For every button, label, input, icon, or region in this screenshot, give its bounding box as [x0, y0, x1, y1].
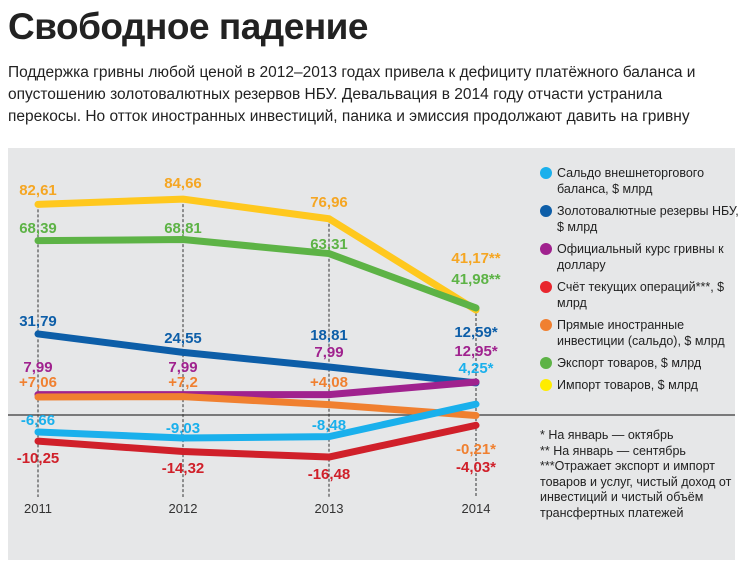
legend-label: Импорт товаров, $ млрд: [557, 378, 698, 392]
legend-item: Импорт товаров, $ млрд: [540, 377, 740, 393]
legend-item: Прямые иностранные инвестиции (сальдо), …: [540, 317, 740, 349]
series-line: [34, 330, 480, 387]
data-label: 7,99: [168, 359, 197, 376]
legend-dot-icon: [540, 167, 552, 179]
data-label: -0,21*: [456, 441, 496, 458]
series-line: [34, 378, 480, 399]
legend-dot-icon: [540, 281, 552, 293]
legend-item: Счёт текущих операций***, $ млрд: [540, 279, 740, 311]
x-tick-label: 2014: [462, 501, 491, 516]
legend-label: Счёт текущих операций***, $ млрд: [557, 280, 725, 310]
data-label: -4,03*: [456, 459, 496, 476]
legend-dot-icon: [540, 319, 552, 331]
series-line: [34, 421, 480, 461]
footnote: * На январь — октябрь: [540, 428, 674, 442]
series-line: [34, 195, 480, 314]
footnote: ** На январь — сентябрь: [540, 443, 686, 458]
series-line: [34, 393, 480, 420]
legend-label: Экспорт товаров, $ млрд: [557, 356, 702, 370]
legend: Сальдо внешнеторгового баланса, $ млрд Зо…: [540, 165, 740, 399]
footnote: ***Отражает экспорт и импорт товаров и у…: [540, 459, 732, 520]
series-line: [34, 236, 480, 312]
data-label: 82,61: [19, 182, 57, 199]
data-label: 41,98**: [451, 271, 500, 288]
legend-dot-icon: [540, 205, 552, 217]
data-label: 24,55: [164, 330, 202, 347]
chart-panel: [8, 148, 735, 560]
legend-label: Золотовалютные резервы НБУ, $ млрд: [557, 204, 739, 234]
legend-item: Экспорт товаров, $ млрд: [540, 355, 740, 371]
legend-item: Золотовалютные резервы НБУ, $ млрд: [540, 203, 740, 235]
x-tick-label: 2013: [315, 501, 344, 516]
subtitle: Поддержка гривны любой ценой в 2012–2013…: [8, 64, 696, 125]
x-tick-label: 2012: [169, 501, 198, 516]
data-label: -8,48: [312, 417, 346, 434]
data-label: 84,66: [164, 175, 202, 192]
data-label: 7,99: [314, 344, 343, 361]
data-label: -16,48: [308, 466, 351, 483]
data-label: +4,08: [310, 374, 348, 391]
legend-label: Прямые иностранные инвестиции (сальдо), …: [557, 318, 725, 348]
data-label: -14,32: [162, 460, 205, 477]
legend-dot-icon: [540, 357, 552, 369]
page-title: Свободное падение: [8, 6, 369, 47]
data-label: 18,81: [310, 327, 348, 344]
data-label: 7,99: [23, 359, 52, 376]
legend-label: Официальный курс гривны к доллару: [557, 242, 724, 272]
legend-item: Официальный курс гривны к доллару: [540, 241, 740, 273]
data-label: 12,59*: [454, 324, 498, 341]
data-label: 31,79: [19, 313, 57, 330]
data-label: 68,81: [164, 220, 202, 237]
x-tick-label: 2011: [24, 501, 52, 516]
footnotes: * На январь — октябрь ** На январь — сент…: [540, 428, 735, 521]
data-label: 41,17**: [451, 250, 500, 267]
legend-dot-icon: [540, 243, 552, 255]
legend-item: Сальдо внешнеторгового баланса, $ млрд: [540, 165, 740, 197]
data-label: -10,25: [17, 450, 60, 467]
data-label: 63,31: [310, 236, 348, 253]
data-label: -9,03: [166, 420, 200, 437]
data-label: 68,39: [19, 220, 57, 237]
legend-dot-icon: [540, 379, 552, 391]
data-label: +7,2: [168, 374, 198, 391]
data-label: +7,06: [19, 374, 57, 391]
data-label: -6,66: [21, 412, 55, 429]
data-label: 4,25*: [458, 360, 493, 377]
data-label: 12,95*: [454, 343, 498, 360]
data-label: 76,96: [310, 194, 348, 211]
series-line: [34, 400, 480, 442]
legend-label: Сальдо внешнеторгового баланса, $ млрд: [557, 166, 705, 196]
